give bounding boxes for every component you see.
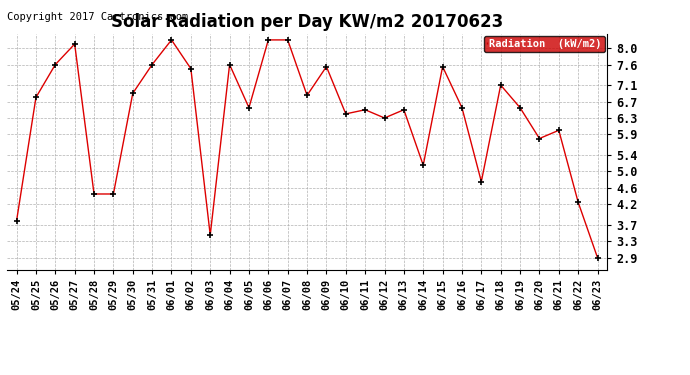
Text: Copyright 2017 Cartronics.com: Copyright 2017 Cartronics.com: [7, 12, 188, 22]
Title: Solar Radiation per Day KW/m2 20170623: Solar Radiation per Day KW/m2 20170623: [111, 13, 503, 31]
Legend: Radiation  (kW/m2): Radiation (kW/m2): [484, 36, 605, 52]
